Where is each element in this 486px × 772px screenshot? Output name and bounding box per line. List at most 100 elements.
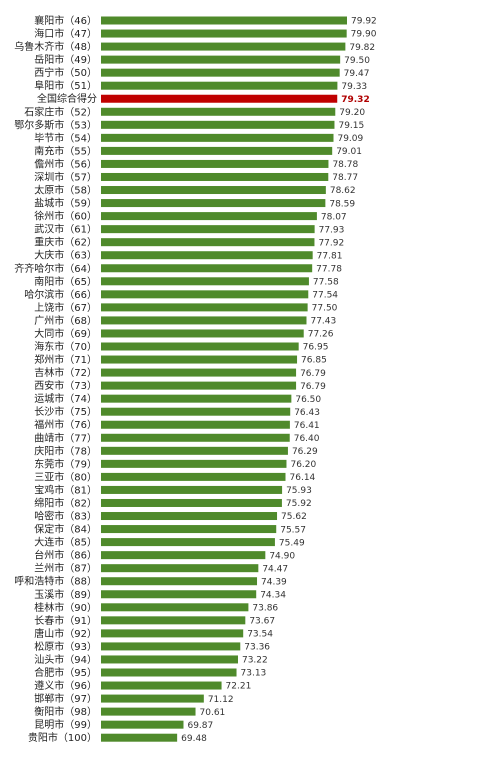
data-label: 76.41 <box>294 421 320 431</box>
category-label: 邯郸市（97） <box>34 692 97 705</box>
category-label: 台州市（86） <box>34 549 97 562</box>
category-label: 东莞市（79） <box>34 457 97 470</box>
data-label: 69.87 <box>187 721 213 731</box>
data-label: 77.81 <box>317 251 343 261</box>
data-label: 79.90 <box>351 30 377 40</box>
bar <box>101 642 241 651</box>
bar <box>101 629 244 638</box>
data-label: 74.34 <box>260 590 286 600</box>
data-label: 79.92 <box>351 17 377 27</box>
bar <box>101 316 307 325</box>
category-label: 郑州市（71） <box>34 353 97 366</box>
bar <box>101 577 258 586</box>
category-label: 大连市（85） <box>34 536 97 549</box>
data-label: 78.77 <box>332 173 358 183</box>
category-label: 桂林市（90） <box>34 601 97 614</box>
bar <box>101 407 291 416</box>
bar <box>101 681 222 690</box>
data-label: 76.50 <box>295 395 321 405</box>
category-label: 儋州市（56） <box>34 157 97 170</box>
data-label: 79.20 <box>339 108 365 118</box>
data-label: 72.21 <box>226 682 252 692</box>
bar <box>101 720 184 729</box>
bar <box>101 420 290 429</box>
bar <box>101 251 313 260</box>
category-label: 庆阳市（78） <box>34 444 97 457</box>
bar <box>101 120 335 129</box>
category-label: 长春市（91） <box>34 614 97 627</box>
category-label: 哈尔滨市（66） <box>24 288 97 301</box>
data-label: 76.20 <box>290 460 316 470</box>
category-label: 福州市（76） <box>34 418 97 431</box>
category-label: 石家庄市（52） <box>24 105 97 118</box>
category-label: 西安市（73） <box>34 379 97 392</box>
category-label: 盐城市（59） <box>34 197 97 210</box>
bar <box>101 381 297 390</box>
data-label: 76.79 <box>300 369 326 379</box>
bar <box>101 42 346 51</box>
bar <box>101 668 237 677</box>
category-label: 兰州市（87） <box>34 562 97 575</box>
data-label: 76.14 <box>290 473 316 483</box>
bar <box>101 277 309 286</box>
category-label: 遵义市（96） <box>34 679 97 692</box>
bar <box>101 368 297 377</box>
data-label: 74.39 <box>261 577 287 587</box>
data-label: 76.95 <box>303 343 329 353</box>
category-label: 徐州市（60） <box>34 210 97 223</box>
bar <box>101 212 317 221</box>
bar <box>101 55 341 64</box>
bar <box>101 199 326 208</box>
category-label: 呼和浩特市（88） <box>14 575 97 588</box>
data-label: 73.67 <box>249 617 275 627</box>
category-label: 汕头市（94） <box>34 653 97 666</box>
category-label: 海东市（70） <box>34 340 97 353</box>
bar <box>101 29 347 38</box>
data-label: 77.93 <box>319 225 345 235</box>
category-label: 海口市（47） <box>34 27 97 40</box>
category-label: 衡阳市（98） <box>34 705 97 718</box>
category-label: 乌鲁木齐市（48） <box>14 40 97 53</box>
data-label: 77.43 <box>310 317 336 327</box>
bar <box>101 172 329 181</box>
data-label: 77.26 <box>308 330 334 340</box>
data-label: 77.92 <box>318 238 344 248</box>
category-label: 吉林市（72） <box>34 366 97 379</box>
bar <box>101 186 326 195</box>
bar <box>101 472 286 481</box>
bar <box>101 603 249 612</box>
bar <box>101 68 340 77</box>
bar <box>101 446 288 455</box>
data-label: 79.01 <box>336 147 362 157</box>
bar <box>101 512 278 521</box>
bar <box>101 290 309 299</box>
category-label: 宝鸡市（81） <box>34 483 97 496</box>
category-label: 襄阳市（46） <box>34 14 97 27</box>
category-label: 上饶市（67） <box>34 301 97 314</box>
bar <box>101 525 277 534</box>
bar <box>101 733 178 742</box>
data-label: 79.50 <box>344 56 370 66</box>
bar <box>101 498 282 507</box>
category-label: 齐齐哈尔市（64） <box>14 262 97 275</box>
data-label: 76.79 <box>300 382 326 392</box>
category-label: 广州市（68） <box>34 314 97 327</box>
bar <box>101 551 266 560</box>
data-label: 79.82 <box>349 43 375 53</box>
bar <box>101 655 238 664</box>
category-label: 太原市（58） <box>34 184 97 197</box>
category-label: 南阳市（65） <box>34 275 97 288</box>
category-label: 南充市（55） <box>34 144 97 157</box>
data-label: 79.32 <box>341 95 369 105</box>
data-label: 77.50 <box>312 304 338 314</box>
data-label: 78.62 <box>330 186 356 196</box>
bar <box>101 264 313 273</box>
bar <box>101 394 292 403</box>
category-label: 阜阳市（51） <box>34 79 97 92</box>
bar <box>101 433 290 442</box>
category-label: 武汉市（61） <box>34 223 97 236</box>
category-label: 大同市（69） <box>34 327 97 340</box>
bar <box>101 564 259 573</box>
bar <box>101 459 287 468</box>
data-label: 75.49 <box>279 538 305 548</box>
